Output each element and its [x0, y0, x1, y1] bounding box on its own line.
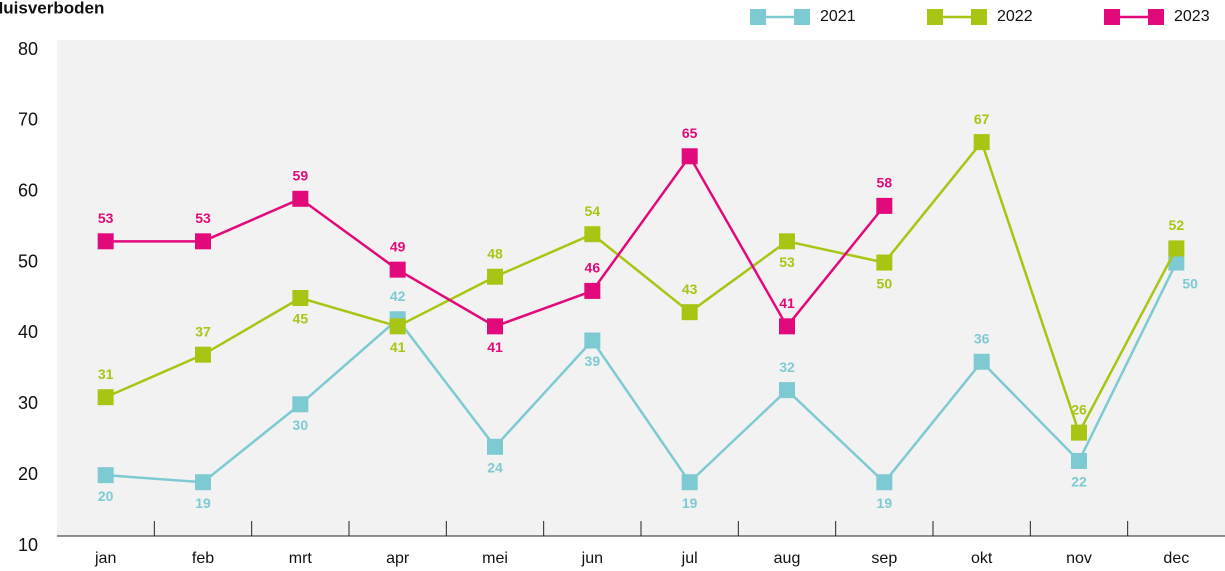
legend-marker — [971, 9, 987, 25]
legend-marker — [794, 9, 810, 25]
y-tick-label: 50 — [18, 251, 38, 271]
data-label: 46 — [585, 260, 601, 276]
point — [1071, 424, 1087, 441]
point — [584, 332, 601, 349]
x-tick-label: jun — [581, 550, 603, 567]
data-label: 22 — [1071, 474, 1087, 490]
data-label: 49 — [390, 238, 406, 254]
x-tick-label: jan — [94, 550, 116, 567]
data-label: 50 — [1182, 275, 1198, 291]
plot-area — [57, 40, 1225, 536]
point — [195, 346, 211, 363]
data-label: 54 — [585, 203, 601, 219]
point — [681, 474, 698, 491]
data-label: 67 — [974, 111, 990, 127]
point — [389, 261, 406, 278]
y-tick-label: 20 — [18, 464, 38, 484]
point — [584, 226, 601, 243]
point — [876, 254, 893, 271]
point — [681, 148, 698, 165]
data-label: 50 — [877, 275, 893, 291]
x-tick-label: aug — [774, 550, 801, 567]
series-line — [105, 262, 1178, 485]
data-label: 58 — [877, 175, 893, 191]
legend-label: 2023 — [1174, 8, 1210, 25]
series-line — [105, 139, 1178, 436]
point — [195, 233, 211, 250]
x-tick-label: sep — [871, 550, 897, 567]
data-label: 30 — [293, 417, 309, 433]
point — [487, 318, 503, 335]
x-tick-label: mei — [482, 550, 508, 567]
y-tick-label: 70 — [18, 110, 38, 130]
x-tick-label: jul — [681, 550, 698, 567]
point — [1168, 240, 1185, 257]
data-label: 43 — [682, 281, 698, 297]
legend-marker — [1148, 9, 1164, 25]
y-tick-label: 30 — [18, 393, 38, 413]
data-label: 20 — [98, 488, 114, 504]
point — [487, 268, 503, 285]
data-label: 31 — [98, 366, 114, 382]
point — [779, 382, 795, 399]
data-label: 26 — [1071, 401, 1087, 417]
data-label: 53 — [779, 254, 795, 270]
point — [681, 304, 698, 321]
point — [973, 353, 990, 370]
data-label: 48 — [487, 245, 503, 261]
data-label: 19 — [877, 495, 893, 511]
x-tick-label: dec — [1163, 550, 1189, 567]
data-label: 19 — [682, 495, 698, 511]
y-tick-label: 10 — [18, 535, 38, 555]
point — [487, 438, 503, 455]
x-tick-label: nov — [1066, 550, 1092, 567]
legend-label: 2022 — [997, 8, 1033, 25]
point — [97, 389, 114, 406]
y-tick-label: 60 — [18, 180, 38, 200]
data-label: 45 — [293, 311, 309, 327]
data-label: 52 — [1169, 217, 1185, 233]
point — [876, 474, 893, 491]
y-tick-label: 40 — [18, 322, 38, 342]
data-label: 53 — [98, 210, 114, 226]
data-label: 24 — [487, 460, 503, 476]
point — [876, 197, 893, 214]
x-tick-label: mrt — [289, 550, 313, 567]
data-label: 53 — [195, 210, 211, 226]
point — [292, 290, 309, 306]
data-label: 65 — [682, 125, 698, 141]
point — [292, 396, 309, 413]
point — [779, 233, 795, 250]
point — [389, 318, 406, 335]
x-tick-label: feb — [192, 550, 214, 567]
point — [195, 474, 211, 491]
legend-marker — [1104, 9, 1120, 25]
y-tick-label: 80 — [18, 39, 38, 59]
x-tick-label: apr — [386, 550, 410, 567]
point — [97, 233, 114, 250]
data-label: 42 — [390, 288, 406, 304]
x-tick-label: okt — [971, 550, 993, 567]
data-label: 39 — [585, 353, 601, 369]
data-label: 37 — [195, 323, 211, 339]
data-label: 32 — [779, 359, 795, 375]
point — [584, 282, 601, 299]
point — [1071, 452, 1087, 469]
data-label: 19 — [195, 495, 211, 511]
point — [973, 134, 990, 151]
point — [779, 318, 795, 335]
data-label: 41 — [779, 295, 795, 311]
chart-title: Huisverboden — [0, 0, 104, 17]
point — [97, 467, 114, 484]
data-label: 59 — [293, 168, 309, 184]
point — [292, 190, 309, 207]
data-label: 41 — [390, 339, 406, 355]
legend-label: 2021 — [820, 8, 856, 25]
legend-marker — [750, 9, 766, 25]
legend-marker — [927, 9, 943, 25]
data-label: 41 — [487, 339, 503, 355]
data-label: 36 — [974, 330, 990, 346]
